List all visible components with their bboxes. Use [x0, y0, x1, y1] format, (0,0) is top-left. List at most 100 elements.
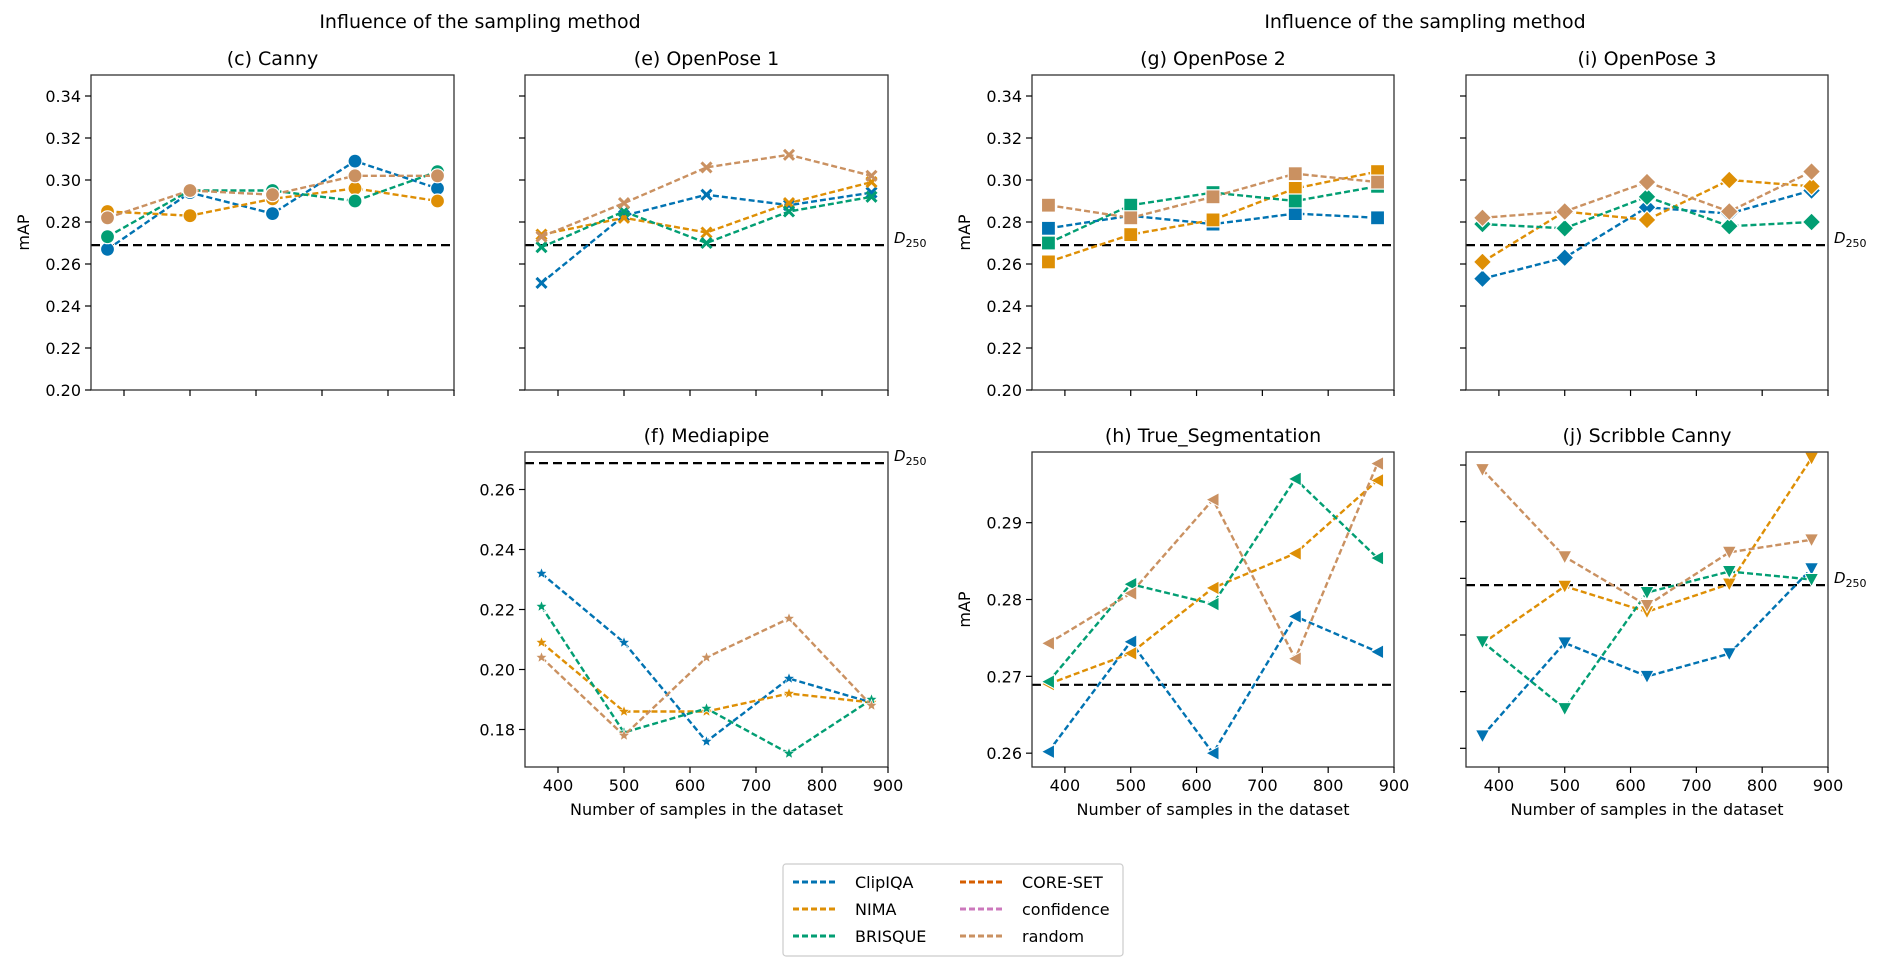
legend-label: CORE-SET: [1022, 873, 1103, 892]
baseline-label: D250: [1834, 569, 1867, 590]
data-point-brisque: [1369, 550, 1385, 566]
data-point-clipiqa: [535, 566, 548, 580]
data-point-nima: [782, 686, 796, 700]
data-point-random: [1369, 174, 1386, 190]
data-point-nima: [1122, 645, 1138, 662]
series-line-random: [540, 617, 873, 738]
plot-frame: [1465, 74, 1829, 391]
baseline-label: D250: [894, 447, 927, 468]
x-tick-label: 400: [1050, 776, 1081, 795]
data-point-nima: [1801, 176, 1822, 197]
data-point-random: [700, 161, 713, 174]
y-tick-label: 0.20: [479, 661, 515, 680]
x-tick-label: 500: [1115, 776, 1146, 795]
data-point-nima: [1803, 451, 1820, 467]
series-line-nima: [541, 180, 872, 236]
y-tick-label: 0.29: [986, 514, 1022, 533]
series-line-random: [1048, 172, 1378, 220]
data-point-random: [1472, 207, 1493, 228]
data-point-clipiqa: [1122, 633, 1138, 650]
panel-title: (g) OpenPose 2: [1140, 48, 1286, 70]
x-tick-label: 700: [1681, 776, 1712, 795]
data-point-random: [865, 698, 878, 712]
suptitle-left: Influence of the sampling method: [319, 11, 640, 33]
y-tick-label: 0.26: [45, 255, 81, 274]
x-tick-label: 500: [609, 776, 640, 795]
data-point-brisque: [1474, 635, 1491, 650]
data-point-random: [429, 168, 446, 184]
x-tick-label: 900: [873, 776, 904, 795]
data-point-clipiqa: [782, 671, 796, 685]
panel-i: (i) OpenPose 3 D250: [1460, 48, 1867, 396]
data-point-nima: [347, 180, 363, 196]
data-point-random: [1205, 189, 1221, 205]
legend-label: BRISQUE: [855, 927, 926, 946]
data-point-nima: [1556, 579, 1573, 595]
data-point-brisque: [1204, 596, 1220, 612]
data-point-clipiqa: [99, 241, 116, 257]
plot-frame: [1465, 451, 1829, 768]
series-line-brisque: [1482, 195, 1812, 230]
x-tick-label: 500: [1549, 776, 1580, 795]
panel-j: (j) Scribble Canny D250 400 500 600 700 800 900…: [1460, 425, 1867, 819]
data-point-random: [617, 197, 631, 210]
x-axis-label: Number of samples in the dataset: [570, 800, 843, 819]
x-tick-label: 400: [543, 776, 574, 795]
data-point-brisque: [700, 236, 713, 250]
data-point-random: [1287, 166, 1303, 182]
data-point-clipiqa: [700, 188, 713, 201]
x-axis-label: Number of samples in the dataset: [1511, 800, 1784, 819]
data-point-nima: [1204, 580, 1220, 596]
legend-label: random: [1022, 927, 1084, 946]
x-tick-label: 900: [1379, 776, 1410, 795]
y-axis-label: mAP: [955, 214, 974, 251]
data-point-random: [1369, 455, 1385, 472]
x-tick-label: 600: [675, 776, 706, 795]
y-tick-label: 0.26: [479, 481, 515, 500]
data-point-brisque: [1719, 216, 1740, 237]
y-tick-label: 0.30: [45, 171, 81, 190]
data-point-brisque: [535, 599, 548, 613]
data-point-brisque: [347, 193, 363, 209]
data-point-nima: [1637, 210, 1657, 230]
y-axis-label: mAP: [955, 591, 974, 628]
x-tick-label: 900: [1813, 776, 1844, 795]
data-point-random: [1801, 161, 1822, 182]
y-axis-label: mAP: [14, 214, 33, 251]
data-point-brisque: [782, 746, 796, 760]
panel-title: (h) True_Segmentation: [1105, 425, 1321, 447]
x-tick-label: 800: [807, 776, 838, 795]
panel-h: (h) True_Segmentation 0.26 0.27 0.28 0.29 400…: [955, 425, 1409, 819]
panel-title: (j) Scribble Canny: [1562, 425, 1731, 447]
baseline-label: D250: [894, 229, 927, 250]
data-point-brisque: [1287, 471, 1302, 487]
data-point-nima: [1040, 254, 1057, 270]
x-axis-label: Number of samples in the dataset: [1077, 800, 1350, 819]
y-tick-label: 0.24: [479, 541, 515, 560]
data-point-random: [1556, 550, 1573, 565]
y-tick-label: 0.22: [45, 339, 81, 358]
data-point-random: [1287, 650, 1302, 667]
plot-frame: [524, 74, 889, 391]
panel-title: (i) OpenPose 3: [1577, 48, 1716, 70]
data-point-clipiqa: [1554, 247, 1575, 268]
y-tick-label: 0.26: [986, 744, 1022, 763]
data-point-brisque: [1803, 572, 1820, 588]
data-point-brisque: [865, 190, 878, 203]
data-point-random: [1803, 533, 1820, 548]
data-point-random: [1639, 599, 1655, 614]
y-tick-label: 0.20: [986, 381, 1022, 400]
data-point-nima: [1287, 180, 1303, 196]
series-line-brisque: [106, 170, 438, 238]
panel-title: (c) Canny: [227, 48, 319, 70]
data-point-nima: [1205, 212, 1221, 228]
data-point-nima: [182, 208, 198, 224]
data-point-clipiqa: [1721, 647, 1738, 662]
data-point-clipiqa: [429, 180, 446, 196]
series-line-random: [107, 174, 438, 219]
x-tick-label: 600: [1615, 776, 1646, 795]
baseline-label: D250: [1834, 229, 1867, 250]
panel-e: (e) OpenPose 1 D250: [519, 48, 927, 396]
data-point-clipiqa: [1287, 206, 1303, 222]
